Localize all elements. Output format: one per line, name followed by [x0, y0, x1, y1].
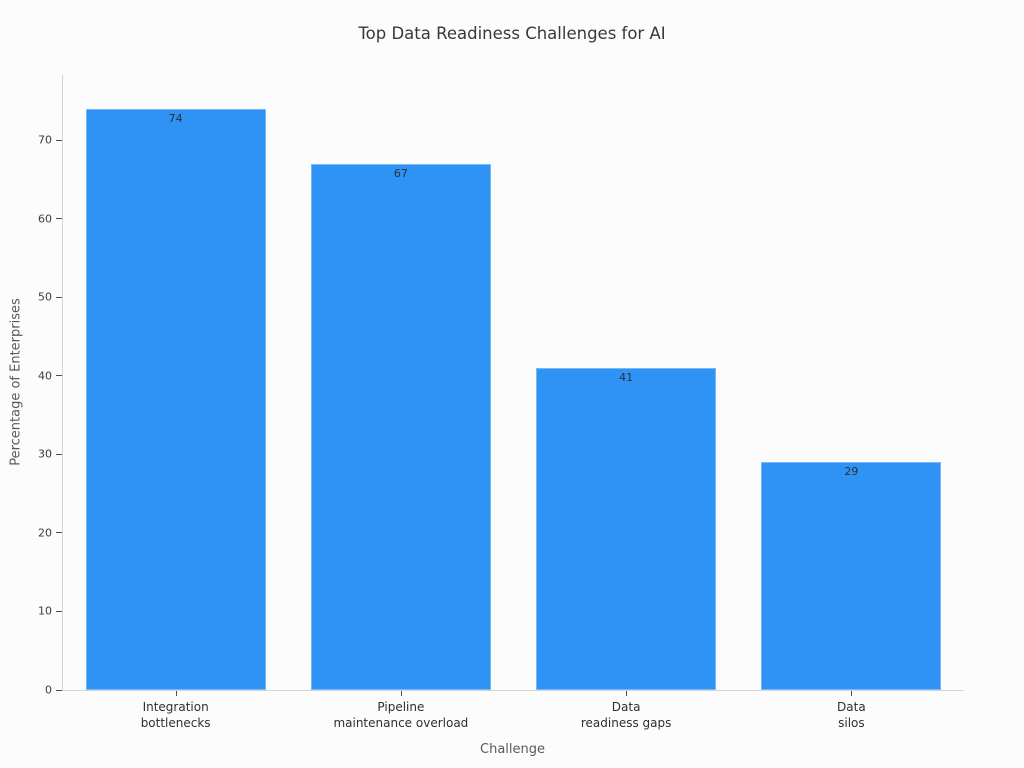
x-tick: [626, 691, 628, 696]
y-tick: [56, 296, 62, 298]
bar-value-label: 29: [844, 465, 859, 479]
y-tick: [56, 218, 62, 220]
bar: 29: [761, 462, 942, 690]
bar-value-label: 41: [619, 370, 634, 384]
y-tick-label: 40: [38, 369, 52, 383]
y-tick: [56, 453, 62, 455]
y-tick-label: 10: [38, 604, 52, 618]
y-tick-label: 0: [45, 683, 52, 697]
bar-value-label: 67: [393, 166, 408, 180]
bar: 67: [310, 163, 491, 690]
x-category-label: Data readiness gaps: [580, 700, 672, 731]
x-category-label: Integration bottlenecks: [140, 700, 211, 731]
y-tick-label: 20: [38, 526, 52, 540]
y-tick-label: 60: [38, 212, 52, 226]
y-tick: [56, 689, 62, 691]
y-tick-label: 30: [38, 447, 52, 461]
x-tick: [400, 691, 402, 696]
x-category-label: Pipeline maintenance overload: [333, 700, 469, 731]
y-tick-label: 50: [38, 290, 52, 304]
y-tick: [56, 375, 62, 377]
bar: 41: [536, 367, 717, 690]
y-axis-label: Percentage of Enterprises: [8, 298, 24, 466]
y-tick: [56, 532, 62, 534]
chart-title: Top Data Readiness Challenges for AI: [358, 24, 666, 43]
x-category-label: Data silos: [837, 700, 866, 731]
x-axis-label: Challenge: [480, 742, 545, 757]
x-tick: [851, 691, 853, 696]
bar: 74: [85, 108, 266, 690]
x-tick: [175, 691, 177, 696]
y-tick: [56, 610, 62, 612]
y-tick: [56, 139, 62, 141]
bar-value-label: 74: [168, 111, 183, 125]
y-tick-label: 70: [38, 133, 52, 147]
plot-area: 0 10 20 30 40 50 60 70 74 Integration bottlenecks…: [38, 75, 964, 730]
